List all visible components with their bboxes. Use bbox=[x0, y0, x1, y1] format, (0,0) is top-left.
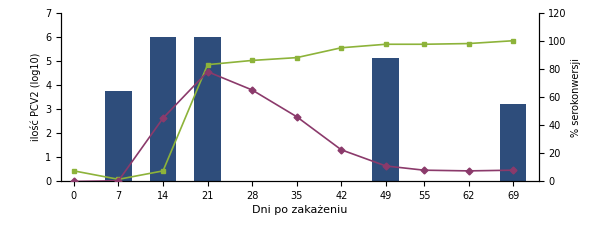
Bar bbox=[105, 91, 132, 181]
Bar bbox=[500, 104, 526, 181]
Y-axis label: ilość PCV2 (log10): ilość PCV2 (log10) bbox=[30, 53, 41, 141]
Bar bbox=[194, 37, 221, 181]
Y-axis label: % serokonwersji: % serokonwersji bbox=[571, 57, 581, 137]
X-axis label: Dni po zakażeniu: Dni po zakażeniu bbox=[252, 205, 348, 215]
Bar bbox=[150, 37, 176, 181]
Bar bbox=[373, 58, 399, 181]
